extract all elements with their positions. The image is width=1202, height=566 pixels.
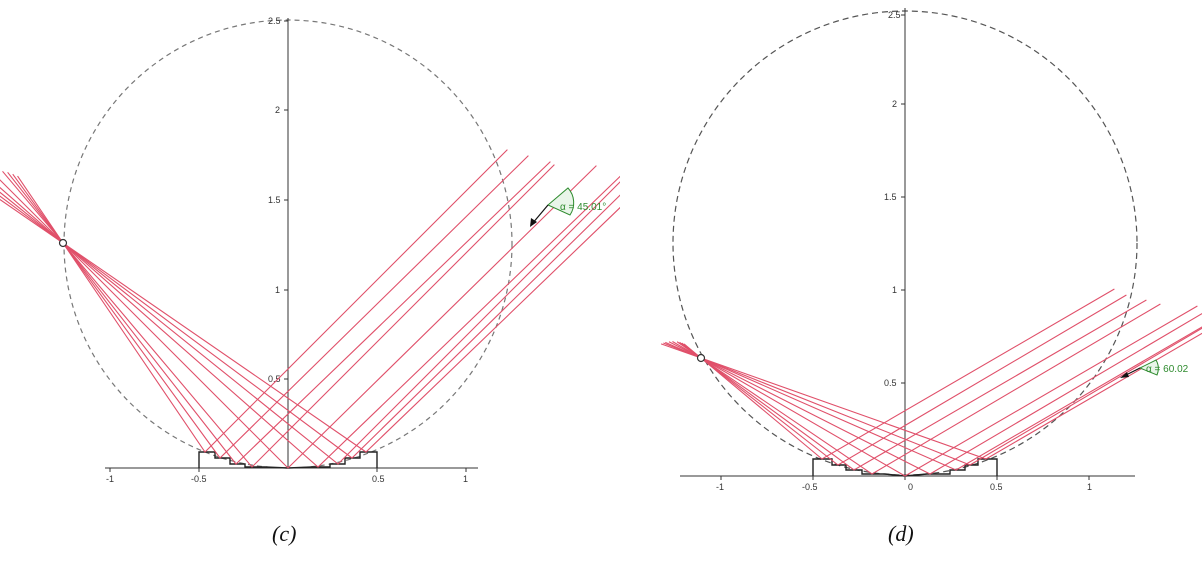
y-tick-label: 1.5 bbox=[884, 192, 897, 202]
y-tick-label: 0.5 bbox=[884, 378, 897, 388]
light-ray bbox=[668, 313, 1202, 475]
figure-d: 0.5 1 1.5 2 2.5 -1 -0.5 0 0.5 1 α = 60.0… bbox=[640, 0, 1202, 500]
focal-point bbox=[58, 238, 68, 248]
light-ray bbox=[7, 161, 551, 465]
angle-label: α = 45.01° bbox=[560, 202, 606, 213]
x-tick-label: 0 bbox=[908, 482, 913, 492]
y-ticks: 0.5 1 1.5 2 2.5 bbox=[884, 10, 905, 388]
light-ray bbox=[660, 332, 1202, 460]
light-ray bbox=[12, 155, 529, 459]
light-ray bbox=[0, 175, 620, 468]
x-tick-label: 1 bbox=[463, 474, 468, 484]
light-ray bbox=[2, 164, 555, 468]
light-ray bbox=[17, 149, 508, 453]
light-ray bbox=[0, 198, 620, 453]
x-ticks: -1 -0.5 0 0.5 1 bbox=[716, 476, 1092, 492]
y-ticks: 0.5 1 1.5 2 2.5 bbox=[268, 16, 288, 384]
x-tick-label: 1 bbox=[1087, 482, 1092, 492]
light-ray bbox=[672, 305, 1198, 477]
caption-d: (d) bbox=[888, 521, 914, 546]
y-tick-label: 0.5 bbox=[268, 374, 281, 384]
x-tick-label: -1 bbox=[106, 474, 114, 484]
light-ray bbox=[683, 288, 1115, 460]
x-tick-label: -1 bbox=[716, 482, 724, 492]
y-tick-label: 1 bbox=[892, 285, 897, 295]
y-tick-label: 2 bbox=[275, 105, 280, 115]
angle-marker: α = 60.02 bbox=[1120, 359, 1189, 378]
angle-marker: α = 45.01° bbox=[530, 187, 606, 227]
light-ray bbox=[679, 299, 1147, 471]
light-ray bbox=[0, 165, 597, 469]
y-tick-label: 2 bbox=[892, 99, 897, 109]
light-ray bbox=[0, 194, 620, 459]
light-ray bbox=[681, 294, 1127, 466]
light-ray bbox=[663, 327, 1202, 466]
y-tick-label: 1 bbox=[275, 285, 280, 295]
figure-c-plot: 0.5 1 1.5 2 2.5 -1 -0.5 0.5 1 α = 45. bbox=[0, 16, 620, 484]
figure-d-plot: 0.5 1 1.5 2 2.5 -1 -0.5 0 0.5 1 α = 60.0… bbox=[660, 8, 1202, 492]
light-ray bbox=[0, 181, 620, 465]
x-tick-label: 0.5 bbox=[990, 482, 1003, 492]
light-rays bbox=[0, 149, 620, 469]
light-rays bbox=[660, 288, 1202, 477]
y-tick-label: 2.5 bbox=[888, 10, 901, 20]
x-tick-label: 0.5 bbox=[372, 474, 385, 484]
caption-c: (c) bbox=[272, 521, 297, 546]
x-tick-label: -0.5 bbox=[191, 474, 207, 484]
angle-label: α = 60.02 bbox=[1146, 364, 1189, 375]
focal-point bbox=[696, 353, 706, 363]
x-ticks: -1 -0.5 0.5 1 bbox=[106, 468, 468, 484]
figure-c: 0.5 1 1.5 2 2.5 -1 -0.5 0.5 1 α = 45. bbox=[0, 0, 620, 500]
x-tick-label: -0.5 bbox=[802, 482, 818, 492]
y-tick-label: 2.5 bbox=[268, 16, 281, 26]
light-ray bbox=[676, 303, 1161, 475]
light-ray bbox=[665, 326, 1202, 471]
y-tick-label: 1.5 bbox=[268, 195, 281, 205]
